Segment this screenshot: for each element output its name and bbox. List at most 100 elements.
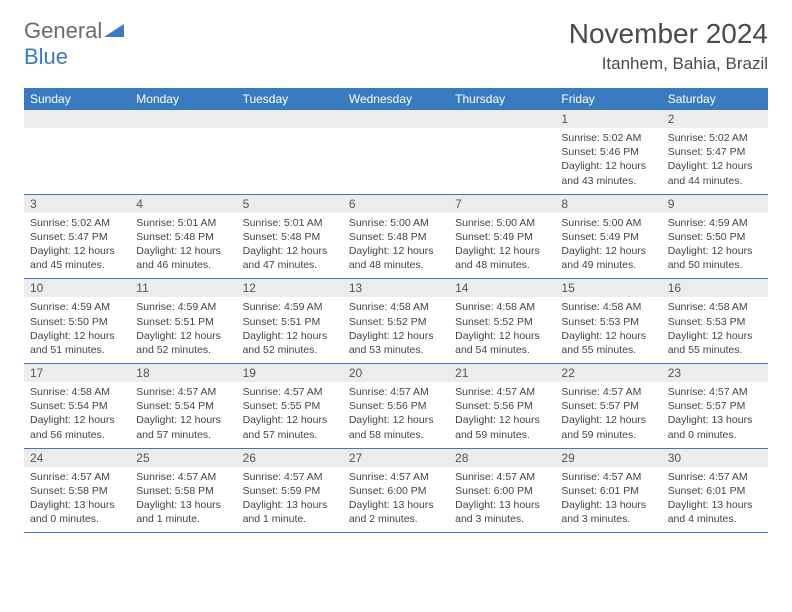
day-line: and 59 minutes. — [455, 428, 549, 442]
empty-body — [237, 128, 343, 194]
day-line: Sunset: 5:52 PM — [349, 315, 443, 329]
day-line: and 59 minutes. — [561, 428, 655, 442]
day-line: Daylight: 12 hours — [561, 329, 655, 343]
day-line: and 55 minutes. — [668, 343, 762, 357]
day-line: Sunset: 6:00 PM — [455, 484, 549, 498]
day-cell: 8Sunrise: 5:00 AMSunset: 5:49 PMDaylight… — [555, 194, 661, 279]
week-row: 10Sunrise: 4:59 AMSunset: 5:50 PMDayligh… — [24, 279, 768, 364]
day-number: 12 — [237, 279, 343, 297]
day-line: and 57 minutes. — [243, 428, 337, 442]
day-header: Saturday — [662, 88, 768, 110]
empty-day-number — [449, 110, 555, 128]
day-number: 21 — [449, 364, 555, 382]
day-line: Daylight: 12 hours — [668, 159, 762, 173]
day-line: Sunrise: 4:59 AM — [668, 216, 762, 230]
day-cell: 30Sunrise: 4:57 AMSunset: 6:01 PMDayligh… — [662, 448, 768, 533]
day-line: Sunrise: 5:02 AM — [30, 216, 124, 230]
day-line: Sunset: 5:46 PM — [561, 145, 655, 159]
location: Itanhem, Bahia, Brazil — [569, 54, 768, 74]
day-body: Sunrise: 4:57 AMSunset: 5:56 PMDaylight:… — [343, 382, 449, 448]
day-line: Sunrise: 4:57 AM — [243, 470, 337, 484]
day-line: Sunset: 5:50 PM — [668, 230, 762, 244]
day-line: Daylight: 13 hours — [349, 498, 443, 512]
day-cell: 12Sunrise: 4:59 AMSunset: 5:51 PMDayligh… — [237, 279, 343, 364]
day-cell: 27Sunrise: 4:57 AMSunset: 6:00 PMDayligh… — [343, 448, 449, 533]
day-line: Daylight: 13 hours — [561, 498, 655, 512]
logo-triangle-icon — [104, 24, 124, 43]
day-body: Sunrise: 5:02 AMSunset: 5:47 PMDaylight:… — [662, 128, 768, 194]
day-line: Sunrise: 4:57 AM — [455, 385, 549, 399]
week-row: 1Sunrise: 5:02 AMSunset: 5:46 PMDaylight… — [24, 110, 768, 194]
day-line: Sunrise: 4:58 AM — [455, 300, 549, 314]
day-line: Sunrise: 4:57 AM — [136, 385, 230, 399]
day-line: and 48 minutes. — [349, 258, 443, 272]
month-title: November 2024 — [569, 18, 768, 50]
day-cell: 4Sunrise: 5:01 AMSunset: 5:48 PMDaylight… — [130, 194, 236, 279]
week-row: 17Sunrise: 4:58 AMSunset: 5:54 PMDayligh… — [24, 364, 768, 449]
day-line: and 1 minute. — [243, 512, 337, 526]
day-line: Daylight: 12 hours — [668, 244, 762, 258]
day-line: and 1 minute. — [136, 512, 230, 526]
day-body: Sunrise: 4:57 AMSunset: 6:01 PMDaylight:… — [662, 467, 768, 533]
day-line: Daylight: 13 hours — [668, 413, 762, 427]
empty-cell — [237, 110, 343, 194]
day-cell: 6Sunrise: 5:00 AMSunset: 5:48 PMDaylight… — [343, 194, 449, 279]
day-line: Sunrise: 5:00 AM — [349, 216, 443, 230]
day-line: Daylight: 12 hours — [455, 413, 549, 427]
day-body: Sunrise: 4:58 AMSunset: 5:52 PMDaylight:… — [449, 297, 555, 363]
day-line: and 45 minutes. — [30, 258, 124, 272]
empty-cell — [449, 110, 555, 194]
day-line: Sunrise: 4:58 AM — [668, 300, 762, 314]
day-line: Sunset: 5:54 PM — [136, 399, 230, 413]
day-number: 29 — [555, 449, 661, 467]
day-line: Sunset: 5:59 PM — [243, 484, 337, 498]
day-line: and 49 minutes. — [561, 258, 655, 272]
day-line: and 56 minutes. — [30, 428, 124, 442]
day-line: Sunset: 6:01 PM — [561, 484, 655, 498]
day-number: 26 — [237, 449, 343, 467]
day-line: Sunset: 6:01 PM — [668, 484, 762, 498]
day-line: and 4 minutes. — [668, 512, 762, 526]
empty-body — [343, 128, 449, 194]
day-cell: 16Sunrise: 4:58 AMSunset: 5:53 PMDayligh… — [662, 279, 768, 364]
day-body: Sunrise: 5:00 AMSunset: 5:49 PMDaylight:… — [555, 213, 661, 279]
day-body: Sunrise: 4:58 AMSunset: 5:54 PMDaylight:… — [24, 382, 130, 448]
day-line: and 0 minutes. — [30, 512, 124, 526]
day-line: Sunrise: 4:57 AM — [30, 470, 124, 484]
day-cell: 3Sunrise: 5:02 AMSunset: 5:47 PMDaylight… — [24, 194, 130, 279]
day-body: Sunrise: 4:57 AMSunset: 5:59 PMDaylight:… — [237, 467, 343, 533]
day-cell: 19Sunrise: 4:57 AMSunset: 5:55 PMDayligh… — [237, 364, 343, 449]
day-body: Sunrise: 5:01 AMSunset: 5:48 PMDaylight:… — [237, 213, 343, 279]
day-line: and 43 minutes. — [561, 174, 655, 188]
empty-body — [130, 128, 236, 194]
day-cell: 20Sunrise: 4:57 AMSunset: 5:56 PMDayligh… — [343, 364, 449, 449]
day-line: Sunset: 5:47 PM — [30, 230, 124, 244]
day-body: Sunrise: 4:58 AMSunset: 5:53 PMDaylight:… — [555, 297, 661, 363]
day-body: Sunrise: 4:59 AMSunset: 5:51 PMDaylight:… — [237, 297, 343, 363]
day-line: and 55 minutes. — [561, 343, 655, 357]
day-line: Daylight: 12 hours — [561, 413, 655, 427]
logo-word-2: Blue — [24, 44, 68, 69]
day-header: Monday — [130, 88, 236, 110]
day-line: Sunset: 5:57 PM — [668, 399, 762, 413]
day-line: Sunset: 5:49 PM — [455, 230, 549, 244]
empty-body — [24, 128, 130, 194]
day-line: Daylight: 12 hours — [243, 244, 337, 258]
week-row: 24Sunrise: 4:57 AMSunset: 5:58 PMDayligh… — [24, 448, 768, 533]
day-line: Sunrise: 4:58 AM — [349, 300, 443, 314]
day-body: Sunrise: 4:57 AMSunset: 5:57 PMDaylight:… — [555, 382, 661, 448]
day-body: Sunrise: 4:59 AMSunset: 5:51 PMDaylight:… — [130, 297, 236, 363]
day-header: Sunday — [24, 88, 130, 110]
day-body: Sunrise: 4:57 AMSunset: 5:56 PMDaylight:… — [449, 382, 555, 448]
day-cell: 24Sunrise: 4:57 AMSunset: 5:58 PMDayligh… — [24, 448, 130, 533]
day-line: Sunrise: 4:59 AM — [136, 300, 230, 314]
day-body: Sunrise: 4:58 AMSunset: 5:53 PMDaylight:… — [662, 297, 768, 363]
empty-day-number — [237, 110, 343, 128]
day-line: Daylight: 13 hours — [30, 498, 124, 512]
day-cell: 26Sunrise: 4:57 AMSunset: 5:59 PMDayligh… — [237, 448, 343, 533]
day-number: 11 — [130, 279, 236, 297]
day-line: Sunset: 5:58 PM — [30, 484, 124, 498]
day-body: Sunrise: 4:57 AMSunset: 6:00 PMDaylight:… — [449, 467, 555, 533]
empty-day-number — [130, 110, 236, 128]
day-body: Sunrise: 5:00 AMSunset: 5:48 PMDaylight:… — [343, 213, 449, 279]
